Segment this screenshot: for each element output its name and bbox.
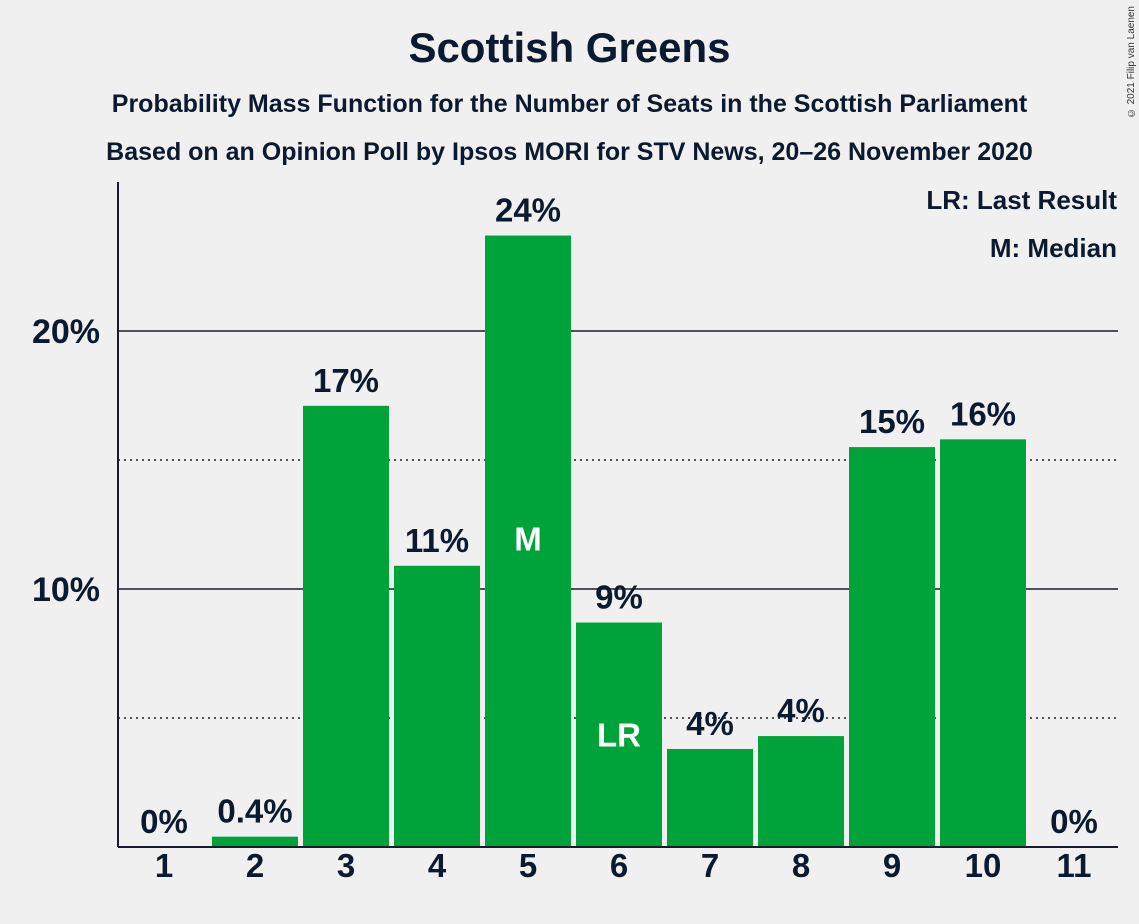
bar xyxy=(849,447,935,847)
bar-value-label: 9% xyxy=(595,579,643,616)
chart-subtitle-2: Based on an Opinion Poll by Ipsos MORI f… xyxy=(106,138,1033,166)
median-marker: M xyxy=(514,520,542,557)
bar-value-label: 4% xyxy=(686,705,734,742)
bar-value-label: 11% xyxy=(405,522,469,559)
legend-median: M: Median xyxy=(989,233,1117,263)
bar-value-label: 17% xyxy=(313,362,379,399)
bar-value-label: 0% xyxy=(1050,803,1098,840)
y-tick-label: 10% xyxy=(32,571,100,609)
bar-value-label: 24% xyxy=(495,192,561,229)
x-tick-label: 10 xyxy=(965,847,1002,884)
bar xyxy=(940,439,1026,847)
bar xyxy=(576,622,662,847)
x-tick-label: 11 xyxy=(1057,847,1092,884)
y-tick-label: 20% xyxy=(32,313,100,351)
x-tick-label: 9 xyxy=(883,847,901,884)
x-tick-label: 2 xyxy=(246,847,264,884)
chart-title: Scottish Greens xyxy=(408,24,731,71)
chart-subtitle-1: Probability Mass Function for the Number… xyxy=(111,90,1028,118)
bar xyxy=(667,748,753,847)
bar-value-label: 0% xyxy=(140,803,188,840)
x-tick-label: 1 xyxy=(155,847,173,884)
bar xyxy=(303,405,389,847)
bar-value-label: 4% xyxy=(777,692,825,729)
bar xyxy=(212,836,298,847)
x-tick-label: 7 xyxy=(701,847,719,884)
legend-last-result: LR: Last Result xyxy=(926,185,1117,215)
bar xyxy=(394,565,480,847)
last-result-marker: LR xyxy=(597,716,641,753)
x-tick-label: 5 xyxy=(519,847,537,884)
bar-value-label: 0.4% xyxy=(217,793,292,830)
bar-value-label: 16% xyxy=(950,395,1016,432)
x-tick-label: 3 xyxy=(337,847,355,884)
bar-value-label: 15% xyxy=(859,403,925,440)
x-tick-label: 6 xyxy=(610,847,628,884)
bar xyxy=(485,235,571,848)
bar xyxy=(758,736,844,847)
x-tick-label: 4 xyxy=(428,847,447,884)
x-tick-label: 8 xyxy=(792,847,810,884)
